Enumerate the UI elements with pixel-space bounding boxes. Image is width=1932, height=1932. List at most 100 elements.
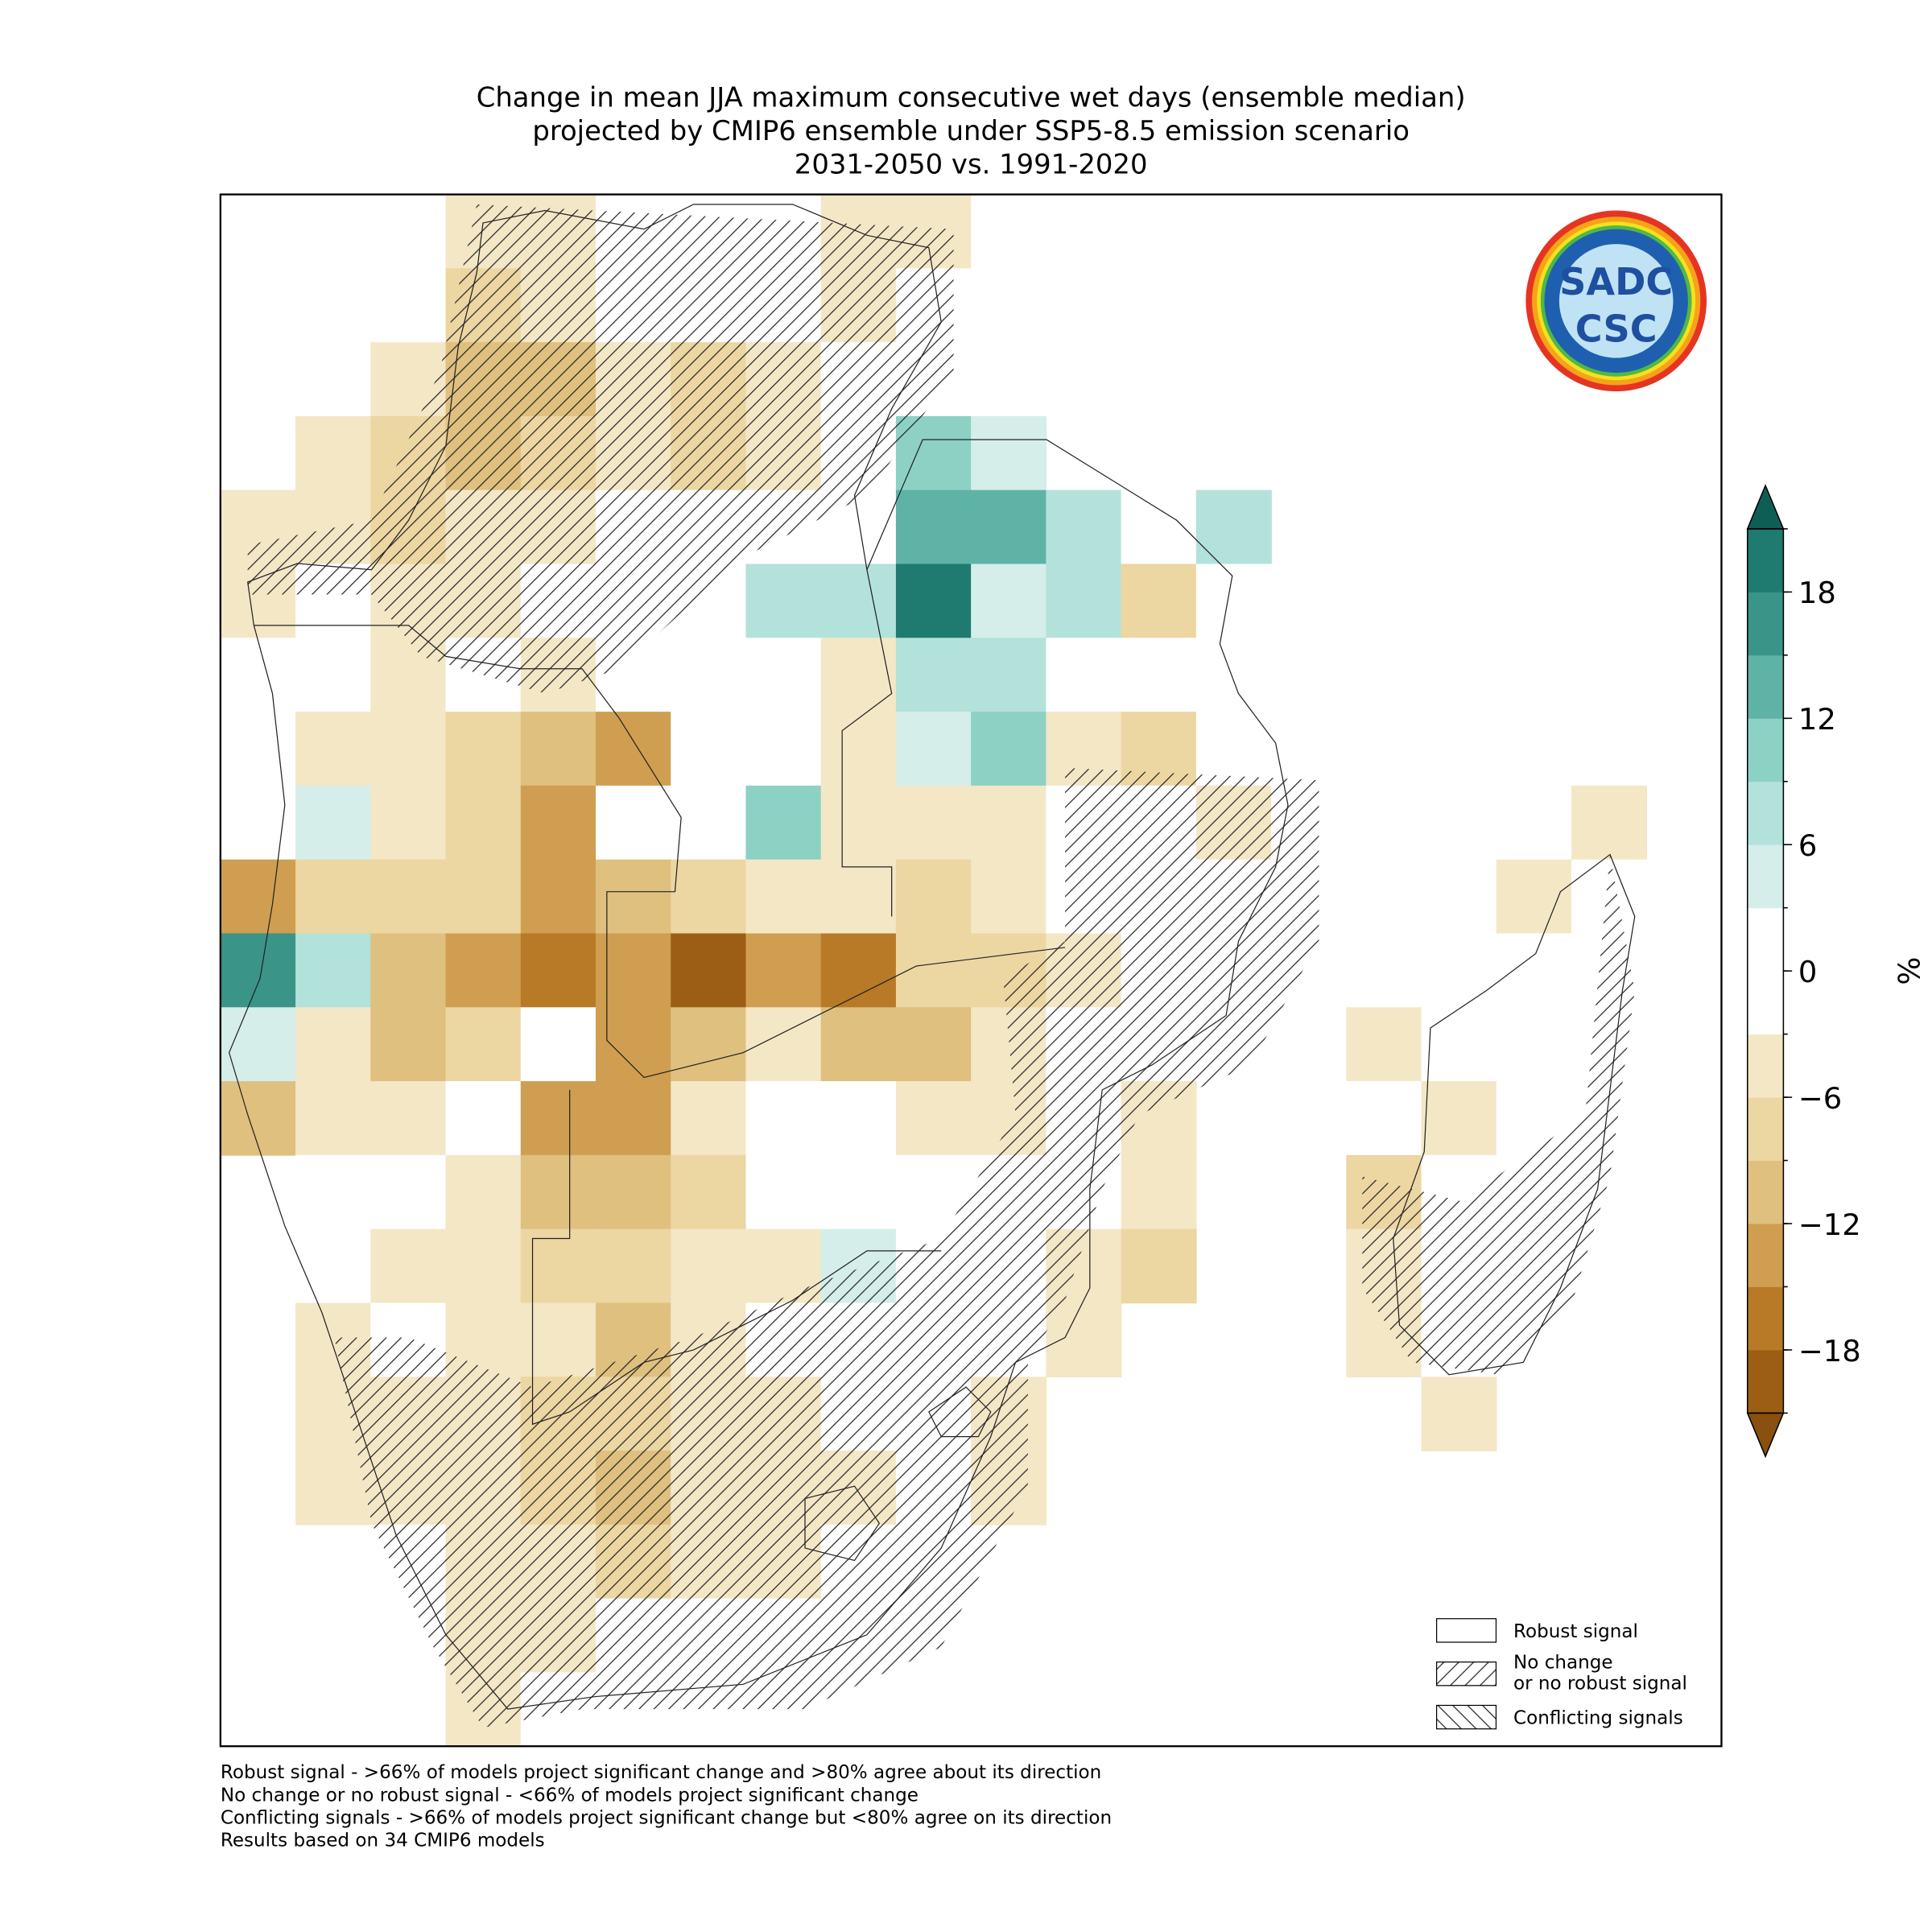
logo-text: CSC xyxy=(1575,308,1657,351)
grid-cell xyxy=(520,1081,597,1156)
grid-cell xyxy=(971,712,1047,786)
colorbar-tick-label: −12 xyxy=(1798,1208,1861,1242)
legend-swatch xyxy=(1436,1662,1497,1686)
grid-cell xyxy=(820,859,897,935)
legend-label: or no robust signal xyxy=(1513,1673,1687,1694)
grid-cell xyxy=(1121,489,1197,565)
colorbar-tick-label: 6 xyxy=(1798,828,1817,863)
grid-cell xyxy=(895,933,972,1009)
grid-cell xyxy=(370,1081,447,1156)
coastlines xyxy=(228,204,1636,1710)
colorbar-band xyxy=(1747,971,1784,1035)
grid-cell xyxy=(820,1081,897,1156)
grid-cell xyxy=(971,342,1047,417)
grid-cell xyxy=(1646,933,1722,1009)
grid-cell xyxy=(971,489,1047,565)
grid-cell xyxy=(596,859,671,935)
grid-cell xyxy=(295,1154,372,1230)
colorbar-band xyxy=(1747,1349,1784,1414)
grid-cell xyxy=(971,415,1047,491)
lake xyxy=(804,1386,992,1562)
grid-cell xyxy=(745,564,822,639)
grid-cell xyxy=(745,712,822,786)
grid-cell xyxy=(671,712,747,786)
footnote: Results based on 34 CMIP6 models xyxy=(221,1831,545,1852)
legend-label: No change xyxy=(1513,1652,1613,1673)
grid-cell xyxy=(445,712,522,786)
title-line: projected by CMIP6 ensemble under SSP5-8… xyxy=(532,115,1410,147)
colorbar-band xyxy=(1747,781,1784,845)
grid-cell xyxy=(370,933,447,1009)
grid-cell xyxy=(1271,712,1348,786)
grid-cell xyxy=(820,1154,897,1230)
grid-cell xyxy=(520,712,597,786)
grid-cell xyxy=(745,638,822,712)
grid-cell xyxy=(1421,1377,1497,1451)
grid-cell xyxy=(1046,489,1122,565)
hatch-region xyxy=(1362,854,1635,1375)
grid-cell xyxy=(971,564,1047,639)
grid-cell xyxy=(370,785,447,861)
grid-cell xyxy=(596,1081,671,1156)
grid-cell xyxy=(820,564,897,639)
title-line: 2031-2050 vs. 1991-2020 xyxy=(795,148,1148,180)
footnote: Robust signal - >66% of models project s… xyxy=(221,1762,1101,1783)
map-frame xyxy=(219,193,1723,1748)
grid-cell xyxy=(1121,1228,1197,1304)
grid-cell xyxy=(1271,638,1348,712)
colorbar-band xyxy=(1747,528,1784,592)
grid-cell xyxy=(370,1228,447,1304)
grid-cell xyxy=(445,785,522,861)
grid-cell xyxy=(370,859,447,935)
grid-cell xyxy=(1121,638,1197,712)
grid-cell xyxy=(671,785,747,861)
grid-cell xyxy=(820,1007,897,1082)
grid-cell xyxy=(971,859,1047,935)
logo-center xyxy=(1558,244,1674,358)
grid-cell xyxy=(370,712,447,786)
grid-cell xyxy=(220,859,296,935)
grid-cell xyxy=(820,933,897,1009)
grid-cell xyxy=(895,859,972,935)
colorbar-band xyxy=(1747,844,1784,909)
grid-cell xyxy=(671,1154,747,1230)
grid-cell xyxy=(1195,564,1272,639)
grid-cell xyxy=(596,1154,671,1230)
grid-cell xyxy=(220,1081,296,1156)
grid-cell xyxy=(745,1007,822,1082)
colorbar-band xyxy=(1747,592,1784,656)
grid-cell xyxy=(1121,564,1197,639)
grid-cell xyxy=(745,1081,822,1156)
grid-cell xyxy=(295,1081,372,1156)
grid-cell xyxy=(295,638,372,712)
grid-cell xyxy=(596,1007,671,1082)
grid-cell xyxy=(520,785,597,861)
colorbar-band xyxy=(1747,907,1784,972)
grid-cell xyxy=(1421,1007,1497,1082)
grid-cell xyxy=(671,638,747,712)
grid-cell xyxy=(671,1007,747,1082)
grid-cell xyxy=(220,638,296,712)
grid-cell xyxy=(1195,712,1272,786)
logo: SADC CSC xyxy=(1525,210,1707,392)
logo-text: SADC xyxy=(1559,260,1673,303)
grid-cell xyxy=(895,564,972,639)
colorbar-band xyxy=(1747,1097,1784,1161)
colorbar-tick-label: 18 xyxy=(1798,576,1836,610)
grid-cell xyxy=(1046,1302,1122,1378)
grid-cell xyxy=(445,859,522,935)
colorbar-tick-label: −6 xyxy=(1798,1081,1842,1116)
grid-cell xyxy=(820,638,897,712)
grid-cell xyxy=(520,859,597,935)
grid-cell xyxy=(971,785,1047,861)
grid-cell xyxy=(445,1154,522,1230)
grid-cell xyxy=(220,1007,296,1082)
grid-cell xyxy=(370,1007,447,1082)
grid-cell xyxy=(1421,1081,1497,1156)
grid-cell xyxy=(895,1081,972,1156)
legend-swatch xyxy=(1436,1618,1497,1643)
colorbar-tick-label: −18 xyxy=(1798,1334,1861,1368)
grid-cell xyxy=(520,1007,597,1082)
grid-cell xyxy=(295,1228,372,1304)
